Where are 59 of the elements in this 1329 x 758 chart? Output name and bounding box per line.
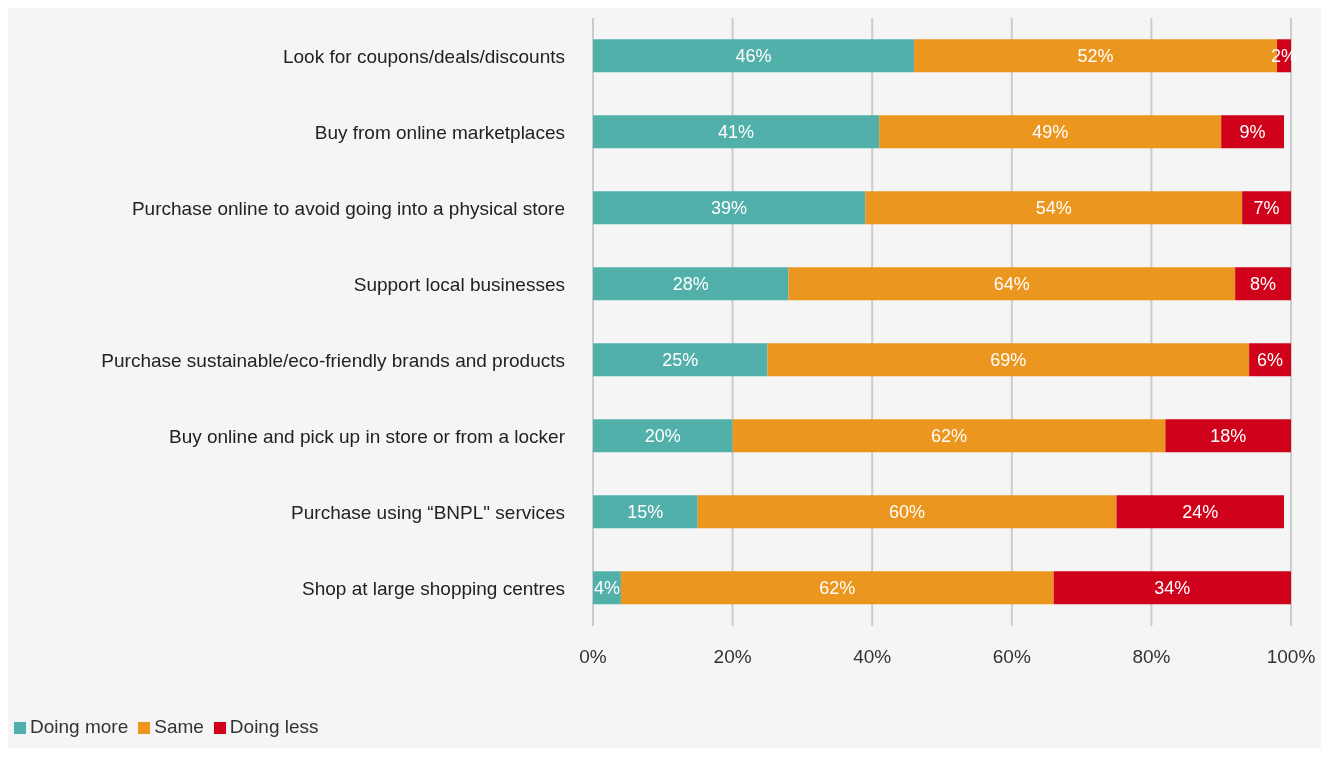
bar (879, 115, 1222, 149)
bar (593, 267, 789, 301)
bar (593, 343, 768, 377)
bar (1053, 571, 1291, 605)
bar (732, 419, 1166, 453)
y-tick-label: Buy from online marketplaces (314, 121, 565, 143)
data-label: 62% (819, 577, 856, 598)
x-tick-label: 60% (992, 646, 1031, 668)
data-label: 6% (1257, 349, 1284, 370)
data-label: 25% (662, 349, 699, 370)
bar (593, 495, 698, 529)
x-tick-label: 80% (1132, 646, 1171, 668)
x-tick-label: 0% (579, 646, 607, 668)
bar (1165, 419, 1291, 453)
legend-label: Same (154, 716, 204, 737)
data-label: 7% (1253, 197, 1280, 218)
bar (620, 571, 1054, 605)
y-tick-label: Look for coupons/deals/discounts (282, 45, 565, 67)
bar (1242, 191, 1291, 225)
data-label: 28% (672, 273, 709, 294)
data-label: 15% (627, 501, 664, 522)
legend-label: Doing more (30, 716, 129, 737)
data-label: 62% (930, 425, 967, 446)
data-label: 49% (1032, 121, 1069, 142)
y-tick-label: Support local businesses (353, 273, 565, 295)
bar (697, 495, 1117, 529)
data-label: 64% (993, 273, 1030, 294)
x-tick-label: 100% (1266, 646, 1316, 668)
data-label: 18% (1210, 425, 1247, 446)
y-tick-label: Purchase sustainable/eco-friendly brands and products (101, 349, 565, 371)
data-label: 41% (718, 121, 755, 142)
bar (593, 191, 866, 225)
y-tick-label: Purchase using “BNPL" services (291, 501, 565, 523)
data-label: 39% (711, 197, 748, 218)
legend-label: Doing less (229, 716, 319, 737)
y-tick-label: Purchase online to avoid going into a physical store (131, 197, 565, 219)
bar (593, 39, 915, 73)
y-tick-label: Buy online and pick up in store or from a locker (168, 425, 566, 447)
data-label: 46% (735, 45, 772, 66)
bar (1116, 495, 1285, 529)
data-label: 9% (1239, 121, 1266, 142)
data-label: 52% (1077, 45, 1114, 66)
y-tick-label: Shop at large shopping centres (301, 577, 565, 599)
x-tick-label: 40% (853, 646, 892, 668)
bar (1221, 115, 1285, 149)
data-label: 34% (1154, 577, 1191, 598)
data-label: 8% (1250, 273, 1277, 294)
x-tick-label: 20% (713, 646, 752, 668)
data-label: 60% (889, 501, 926, 522)
data-label: 24% (1182, 501, 1219, 522)
data-label: 20% (644, 425, 681, 446)
bar (593, 419, 733, 453)
bar (593, 115, 880, 149)
bar (767, 343, 1250, 377)
data-label: 54% (1035, 197, 1072, 218)
data-label: 69% (990, 349, 1027, 370)
bar (865, 191, 1243, 225)
data-label: 4% (593, 577, 620, 598)
bar (788, 267, 1236, 301)
